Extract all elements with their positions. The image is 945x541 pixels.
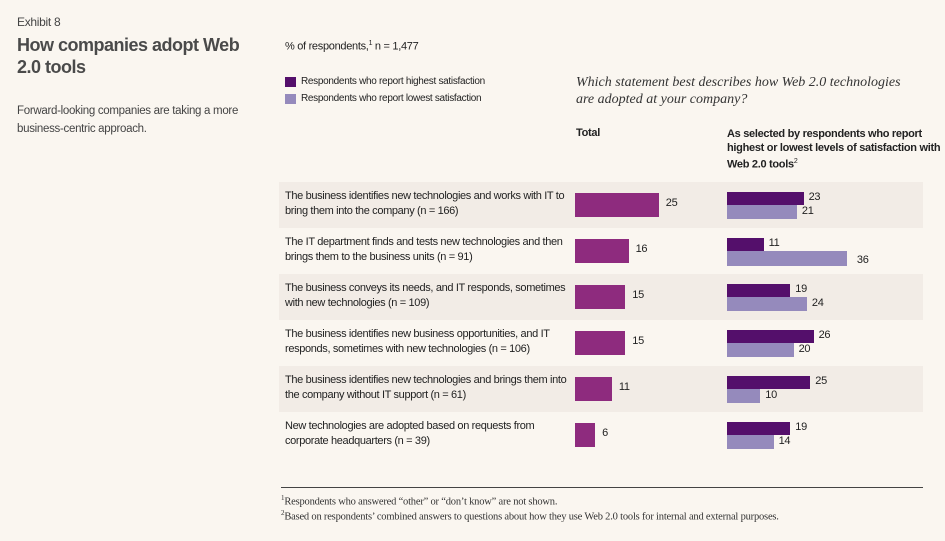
footnote-2-text: Based on respondents’ combined answers t… — [284, 511, 779, 523]
footnote-1-mark: 1 — [281, 494, 285, 502]
bar-lowest-satisfaction — [727, 435, 774, 449]
value-label-lowest: 14 — [778, 435, 791, 447]
bar-total — [575, 193, 659, 217]
column-header-total: Total — [576, 127, 600, 139]
chart-row: The business identifies new technologies… — [279, 182, 923, 228]
value-label-total: 25 — [665, 197, 678, 209]
respondents-note: % of respondents,1 n = 1,477 — [285, 40, 419, 53]
value-label-total: 16 — [635, 243, 648, 255]
value-label-highest: 25 — [815, 375, 827, 387]
legend-label-lowest: Respondents who report lowest satisfacti… — [301, 93, 482, 104]
bar-lowest-satisfaction — [727, 297, 807, 311]
value-label-highest: 19 — [795, 421, 807, 433]
legend-swatch-highest — [285, 76, 296, 87]
category-label: The business identifies new technologies… — [285, 374, 567, 401]
bar-total — [575, 331, 626, 355]
category-label: The business identifies new technologies… — [285, 190, 565, 217]
chart-row: The business conveys its needs, and IT r… — [279, 274, 923, 320]
value-label-lowest: 24 — [811, 297, 824, 309]
column-header-satisfaction: As selected by respondents who report hi… — [727, 127, 945, 172]
value-label-lowest: 10 — [765, 389, 777, 401]
category-label: The business identifies new business opp… — [285, 328, 550, 355]
value-label-total: 15 — [632, 289, 644, 301]
legend-swatch-lowest — [285, 93, 296, 104]
bar-highest-satisfaction — [727, 284, 791, 297]
bar-lowest-satisfaction — [727, 251, 847, 266]
value-label-highest: 11 — [768, 237, 780, 249]
bar-highest-satisfaction — [727, 192, 804, 205]
bar-lowest-satisfaction — [727, 389, 761, 403]
bar-total — [575, 423, 596, 447]
legend-label-highest: Respondents who report highest satisfact… — [301, 76, 485, 87]
survey-question: Which statement best describes how Web 2… — [576, 75, 901, 107]
category-label: The IT department finds and tests new te… — [285, 236, 563, 263]
value-label-lowest: 21 — [801, 205, 814, 217]
bar-highest-satisfaction — [727, 238, 764, 251]
bar-highest-satisfaction — [727, 330, 814, 343]
value-label-lowest: 20 — [798, 343, 811, 355]
bar-total — [575, 377, 612, 401]
chart-row: The IT department finds and tests new te… — [279, 228, 923, 274]
footnote-2: 2Based on respondents’ combined answers … — [281, 509, 779, 523]
footnote-2-mark: 2 — [281, 509, 285, 517]
footnote-1-text: Respondents who answered “other” or “don… — [284, 496, 558, 508]
exhibit-label: Exhibit 8 — [17, 15, 61, 29]
value-label-lowest: 36 — [856, 254, 869, 266]
footnote-divider — [281, 487, 923, 488]
value-label-total: 15 — [632, 335, 644, 347]
value-label-total: 6 — [602, 427, 608, 439]
column-header-satisfaction-text: As selected by respondents who report hi… — [727, 128, 941, 171]
respondents-footnote-mark: 1 — [368, 40, 373, 47]
bar-total — [575, 239, 629, 263]
respondents-text: % of respondents, — [285, 40, 369, 53]
chart-title: How companies adopt Web 2.0 tools — [17, 35, 240, 77]
respondents-count: n = 1,477 — [372, 40, 419, 53]
value-label-highest: 26 — [818, 329, 831, 341]
chart-rows: The business identifies new technologies… — [279, 182, 923, 458]
footnote-1: 1Respondents who answered “other” or “do… — [281, 494, 557, 508]
bar-highest-satisfaction — [727, 422, 791, 435]
column-header-footnote-mark: 2 — [793, 158, 798, 165]
chart-row: The business identifies new business opp… — [279, 320, 923, 366]
bar-lowest-satisfaction — [727, 343, 794, 357]
chart-row: New technologies are adopted based on re… — [279, 412, 923, 458]
bar-total — [575, 285, 626, 309]
bar-highest-satisfaction — [727, 376, 811, 389]
value-label-highest: 19 — [795, 283, 807, 295]
chart-row: The business identifies new technologies… — [279, 366, 923, 412]
value-label-highest: 23 — [808, 191, 821, 203]
category-label: New technologies are adopted based on re… — [285, 420, 535, 447]
chart-subtitle: Forward-looking companies are taking a m… — [17, 105, 239, 135]
legend-item-lowest: Respondents who report lowest satisfacti… — [285, 93, 482, 104]
legend-item-highest: Respondents who report highest satisfact… — [285, 76, 485, 87]
bar-lowest-satisfaction — [727, 205, 797, 219]
value-label-total: 11 — [618, 381, 630, 393]
category-label: The business conveys its needs, and IT r… — [285, 282, 566, 309]
